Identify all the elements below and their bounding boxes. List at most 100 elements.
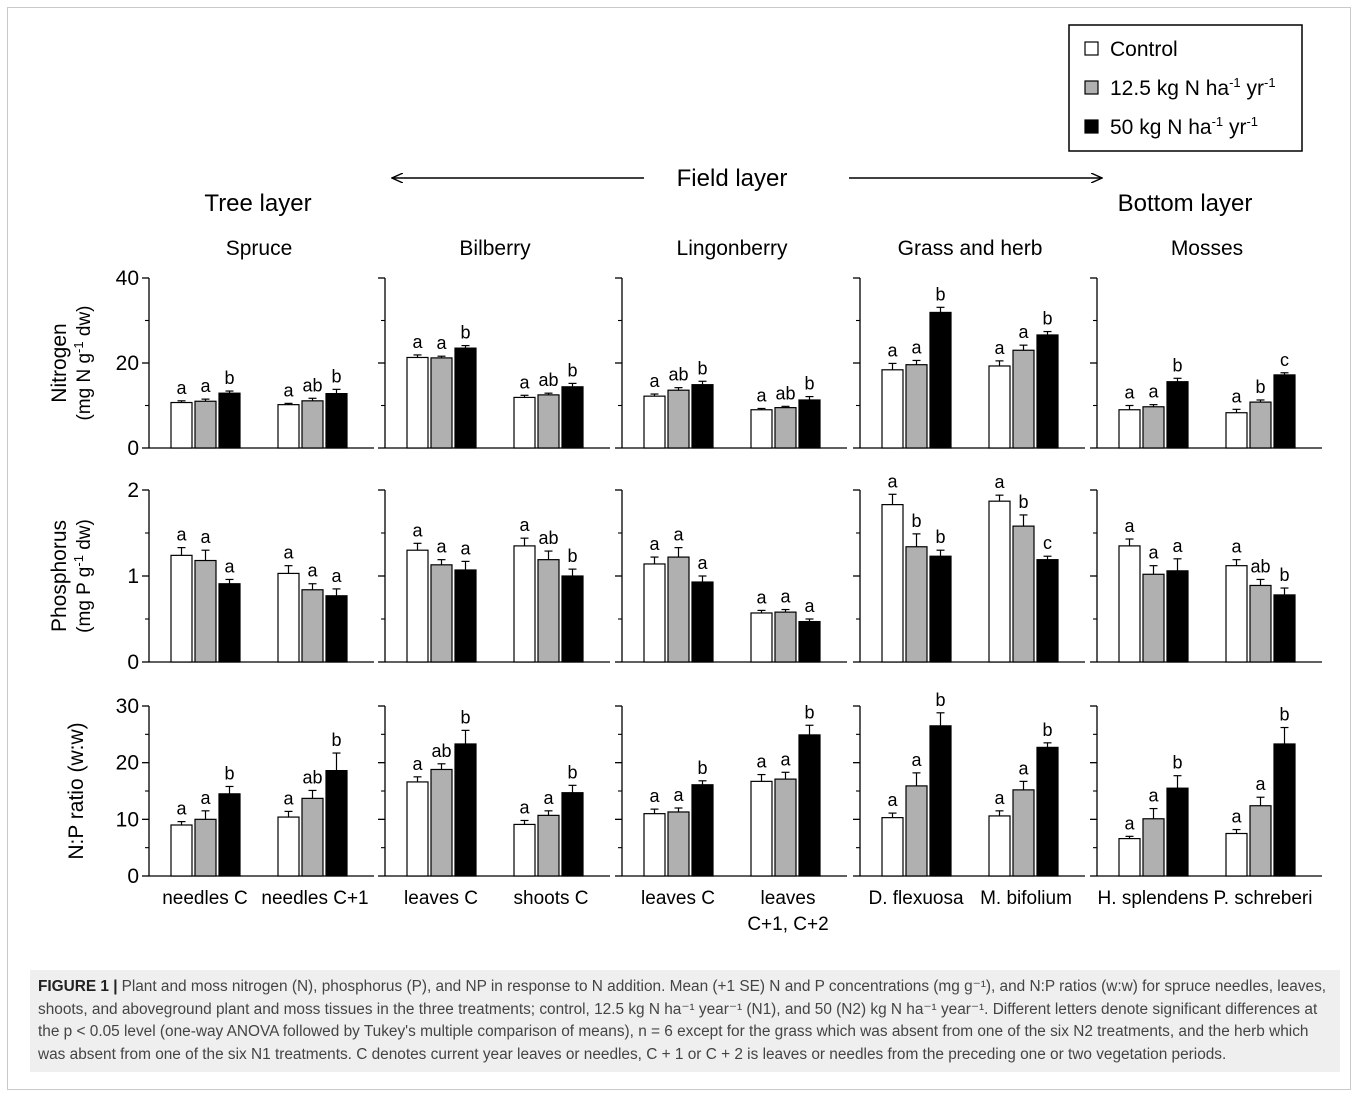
- bar-mosses-nitrogen-g1-s1: [1118, 409, 1141, 449]
- bar-lingonberry-nitrogen-g1-s1: [643, 395, 666, 449]
- significance-letter: a: [1148, 786, 1159, 806]
- significance-letter: b: [935, 284, 945, 304]
- bar-grass-and-herb-phosphorus-g1-s2: [905, 546, 928, 663]
- bar-bilberry-nitrogen-g1-s2: [430, 357, 453, 449]
- bar-grass-and-herb-phosphorus-g1-s1: [881, 504, 904, 663]
- bar-mosses-nitrogen-g1-s3: [1166, 381, 1189, 449]
- significance-letter: a: [412, 520, 423, 540]
- significance-letter: b: [804, 374, 814, 394]
- x-category-label-h-splendens: H. splendens: [1098, 888, 1209, 909]
- significance-letter: a: [200, 527, 211, 547]
- bar-bilberry-np-g2-s1: [513, 823, 536, 877]
- significance-letter: a: [994, 788, 1005, 808]
- panel-title-spruce: Spruce: [226, 237, 293, 260]
- significance-letter: a: [1231, 386, 1242, 406]
- significance-letter: b: [1042, 309, 1052, 329]
- bar-grass-and-herb-np-g1-s2: [905, 785, 928, 877]
- y-tick-label-np: 10: [116, 808, 139, 831]
- significance-letter: b: [697, 358, 707, 378]
- legend-label-n1: 12.5 kg N ha-1 yr-1: [1110, 75, 1276, 100]
- bar-spruce-np-g2-s3: [325, 769, 348, 877]
- caption-label: FIGURE 1 |: [38, 978, 118, 995]
- bar-lingonberry-nitrogen-g2-s2: [774, 407, 797, 449]
- panel-title-lingonberry: Lingonberry: [677, 237, 788, 260]
- significance-letter: c: [1043, 533, 1052, 553]
- bar-lingonberry-phosphorus-g2-s1: [750, 612, 773, 663]
- figure-caption: FIGURE 1 | Plant and moss nitrogen (N), p…: [30, 970, 1340, 1072]
- bar-lingonberry-phosphorus-g2-s2: [774, 611, 797, 663]
- y-tick-label-nitrogen: 0: [127, 437, 139, 460]
- significance-letter: a: [283, 788, 294, 808]
- bar-grass-and-herb-np-g2-s1: [988, 815, 1011, 877]
- bar-lingonberry-nitrogen-g2-s1: [750, 409, 773, 449]
- y-tick-label-nitrogen: 20: [116, 352, 139, 375]
- significance-letter: a: [1124, 516, 1135, 536]
- x-category-label-d-flexuosa: D. flexuosa: [868, 888, 963, 909]
- bar-spruce-np-g1-s1: [170, 824, 193, 877]
- significance-letter: a: [780, 749, 791, 769]
- bar-bilberry-nitrogen-g2-s3: [561, 386, 584, 449]
- legend-item-n2: 50 kg N ha-1 yr-1: [1084, 114, 1258, 139]
- significance-letter: ab: [668, 365, 688, 385]
- bar-spruce-nitrogen-g2-s3: [325, 393, 348, 449]
- y-axis-label-nitrogen: Nitrogen: [48, 323, 71, 402]
- bar-spruce-np-g1-s2: [194, 818, 217, 877]
- significance-letter: a: [756, 587, 767, 607]
- significance-letter: b: [697, 758, 707, 778]
- x-category-label-m-bifolium: M. bifolium: [980, 888, 1072, 909]
- bar-grass-and-herb-np-g2-s3: [1036, 746, 1059, 877]
- y-tick-label-phosphorus: 0: [127, 651, 139, 674]
- significance-letter: a: [756, 385, 767, 405]
- significance-letter: a: [1018, 758, 1029, 778]
- caption-body: Plant and moss nitrogen (N), phosphorus …: [38, 978, 1327, 1063]
- significance-letter: a: [1255, 774, 1266, 794]
- significance-letter: a: [543, 788, 554, 808]
- bar-mosses-np-g1-s1: [1118, 837, 1141, 877]
- significance-letter: ab: [302, 767, 322, 787]
- significance-letter: a: [283, 543, 294, 563]
- significance-letter: a: [331, 566, 342, 586]
- significance-letter: b: [1255, 377, 1265, 397]
- bar-spruce-phosphorus-g2-s3: [325, 595, 348, 663]
- significance-letter: a: [887, 790, 898, 810]
- bar-spruce-phosphorus-g1-s1: [170, 554, 193, 663]
- significance-letter: b: [1172, 753, 1182, 773]
- bar-spruce-phosphorus-g1-s2: [194, 559, 217, 663]
- y-tick-label-phosphorus: 1: [127, 565, 139, 588]
- significance-letter: b: [935, 690, 945, 710]
- significance-letter: a: [200, 376, 211, 396]
- bar-bilberry-np-g1-s3: [454, 743, 477, 877]
- significance-letter: ab: [538, 370, 558, 390]
- significance-letter: b: [1042, 720, 1052, 740]
- legend-swatch-n1: [1084, 80, 1099, 95]
- bar-mosses-np-g2-s2: [1249, 805, 1272, 877]
- legend-swatch-n2: [1084, 119, 1099, 134]
- bar-lingonberry-phosphorus-g2-s3: [798, 620, 821, 663]
- significance-letter: b: [935, 527, 945, 547]
- significance-letter: a: [911, 337, 922, 357]
- significance-letter: a: [1148, 382, 1159, 402]
- bar-bilberry-phosphorus-g1-s2: [430, 564, 453, 663]
- bar-spruce-nitrogen-g2-s1: [277, 404, 300, 449]
- figure-frame: Control 12.5 kg N ha-1 yr-1 50 kg N ha-1…: [7, 7, 1351, 1090]
- bar-lingonberry-phosphorus-g1-s2: [667, 556, 690, 663]
- bar-lingonberry-nitrogen-g1-s2: [667, 389, 690, 449]
- y-tick-label-nitrogen: 40: [116, 267, 139, 290]
- significance-letter: a: [994, 472, 1005, 492]
- significance-letter: ab: [302, 375, 322, 395]
- y-tick-label-np: 20: [116, 752, 139, 775]
- bar-mosses-np-g2-s1: [1225, 832, 1248, 877]
- bar-grass-and-herb-phosphorus-g1-s3: [929, 555, 952, 663]
- bar-spruce-nitrogen-g1-s2: [194, 400, 217, 449]
- significance-letter: b: [224, 763, 234, 783]
- bar-mosses-phosphorus-g2-s1: [1225, 565, 1248, 663]
- bar-spruce-phosphorus-g1-s3: [218, 583, 241, 663]
- bar-bilberry-phosphorus-g2-s1: [513, 545, 536, 663]
- significance-letter: a: [307, 561, 318, 581]
- significance-letter: a: [519, 797, 530, 817]
- bar-grass-and-herb-phosphorus-g2-s3: [1036, 559, 1059, 663]
- y-axis-label-np: N:P ratio (w:w): [65, 722, 88, 859]
- plot-grid: Spruce Bilberry Lingonberry Grass and herb M…: [48, 237, 1322, 935]
- bar-lingonberry-np-g1-s3: [691, 784, 714, 877]
- x-category-label-p-schreberi: P. schreberi: [1214, 888, 1313, 909]
